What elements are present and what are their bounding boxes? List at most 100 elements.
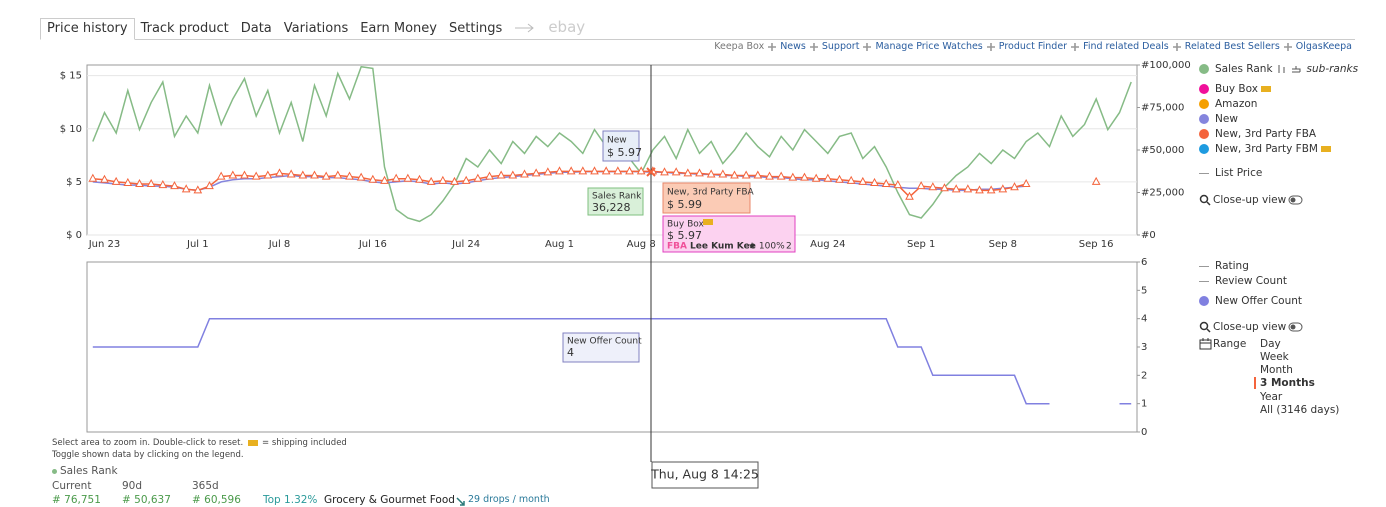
range-option[interactable]: Day	[1260, 338, 1281, 350]
point-marker	[368, 174, 378, 183]
tooltip-title: Buy Box	[667, 220, 704, 230]
range-heading: Range	[1199, 338, 1246, 350]
tooltip-value: 4	[567, 346, 574, 359]
tooltip-seller: Lee Kum Kee	[690, 242, 756, 252]
legend-swatch	[1199, 99, 1209, 109]
tooltip-box	[662, 215, 796, 253]
point-marker	[998, 184, 1008, 193]
point-marker	[951, 184, 961, 193]
legend-item[interactable]: New Offer Count	[1199, 295, 1302, 307]
link[interactable]: News	[780, 41, 806, 52]
tab[interactable]: Price history	[40, 18, 135, 40]
y-tick-label: 5	[1141, 285, 1147, 296]
x-tick-label: Aug 1	[545, 239, 574, 250]
legend-item[interactable]: Sales Rank sub-ranks	[1199, 63, 1358, 75]
stat-title[interactable]: Sales Rank	[52, 465, 118, 477]
range-label: Range	[1213, 338, 1247, 350]
legend-item[interactable]: Rating	[1199, 260, 1249, 272]
stat-drops: 29 drops / month	[468, 494, 550, 505]
legend-item[interactable]: New	[1199, 113, 1238, 125]
point-marker	[111, 176, 121, 185]
point-marker	[356, 172, 366, 181]
separator	[1071, 42, 1080, 51]
tooltip-value: $ 5.97	[607, 146, 642, 159]
separator	[1172, 42, 1181, 51]
legend-item[interactable]: Amazon	[1199, 98, 1257, 110]
crosshair-marker	[646, 167, 656, 177]
tab[interactable]: ebay	[548, 18, 586, 36]
tooltip-box	[662, 182, 751, 214]
tab[interactable]: Earn Money	[360, 21, 437, 36]
tab[interactable]: Data	[240, 21, 272, 36]
tooltip-value: 36,228	[592, 201, 631, 214]
y-tick-label: 1	[1141, 399, 1147, 410]
search-icon	[1199, 194, 1211, 206]
legend-swatch	[1199, 296, 1209, 306]
link[interactable]: Keepa Box	[714, 41, 765, 52]
point-marker	[170, 181, 179, 190]
tooltip-box	[602, 130, 640, 162]
crosshair-date: Thu, Aug 8 14:25	[650, 467, 759, 482]
y-tick-label: $ 5	[66, 177, 82, 188]
point-marker	[438, 175, 448, 184]
y-tick-label: 0	[1141, 427, 1147, 438]
legend-item[interactable]: List Price	[1199, 167, 1262, 179]
point-marker	[193, 185, 203, 194]
point-marker	[380, 175, 389, 184]
link[interactable]: Support	[821, 41, 860, 52]
y-tick-label: #75,000	[1141, 103, 1184, 114]
point-marker	[205, 181, 214, 190]
point-marker	[846, 175, 856, 184]
y-tick-label: #50,000	[1141, 145, 1184, 156]
point-marker	[426, 176, 436, 185]
range-option[interactable]: Year	[1260, 391, 1283, 403]
legend-label: sub-ranks	[1306, 63, 1359, 75]
tooltip-title: New	[607, 136, 627, 146]
tab[interactable]: Variations	[283, 21, 349, 36]
point-marker	[975, 185, 984, 194]
x-tick-label: Jul 16	[358, 239, 387, 250]
legend-label: Rating	[1215, 260, 1249, 272]
tab[interactable]: Track product	[140, 21, 229, 36]
toggle-icon	[1288, 195, 1303, 205]
link[interactable]: Product Finder	[998, 41, 1068, 52]
point-marker	[1010, 182, 1019, 191]
legend-item[interactable]: New, 3rd Party FBM	[1199, 143, 1334, 155]
point-marker	[893, 180, 903, 189]
point-marker	[496, 170, 506, 179]
point-marker	[333, 170, 343, 179]
legend-label: New, 3rd Party FBA	[1215, 128, 1317, 140]
point-marker	[508, 170, 518, 179]
link[interactable]: Manage Price Watches	[875, 41, 983, 52]
range-option[interactable]: 3 Months	[1254, 377, 1315, 389]
legend-item[interactable]: Review Count	[1199, 275, 1287, 287]
close-up-toggle[interactable]: Close-up view	[1199, 194, 1304, 206]
point-marker	[240, 170, 249, 179]
range-option[interactable]: All (3146 days)	[1260, 404, 1340, 416]
point-marker	[671, 167, 681, 176]
toggle-label: Close-up view	[1213, 194, 1287, 206]
link[interactable]: Related Best Sellers	[1184, 41, 1280, 52]
legend-label: List Price	[1215, 167, 1263, 179]
x-tick-label: Jun 23	[88, 239, 121, 250]
point-marker	[928, 182, 938, 191]
link[interactable]: Find related Deals	[1083, 41, 1169, 52]
link-row: Keepa Box News Support Manage Price Watches…	[714, 41, 1352, 52]
range-option[interactable]: Week	[1260, 351, 1289, 363]
point-marker	[788, 172, 798, 181]
search-icon	[1199, 321, 1211, 333]
tooltip-rating: ★ 100%	[748, 242, 785, 252]
truck-icon	[248, 440, 258, 446]
link[interactable]: OlgasKeepa	[1295, 41, 1352, 52]
legend-item[interactable]: Buy Box	[1199, 83, 1274, 95]
range-option[interactable]: Month	[1260, 364, 1293, 376]
stat-category[interactable]: Grocery & Gourmet Food	[324, 494, 455, 506]
point-marker	[730, 170, 739, 179]
tab[interactable]: Settings	[449, 21, 503, 36]
y-tick-label: #100,000	[1141, 60, 1191, 71]
point-marker	[391, 173, 401, 182]
legend-item[interactable]: New, 3rd Party FBA	[1199, 128, 1316, 140]
separator	[986, 42, 995, 51]
close-up-toggle[interactable]: Close-up view	[1199, 321, 1304, 333]
